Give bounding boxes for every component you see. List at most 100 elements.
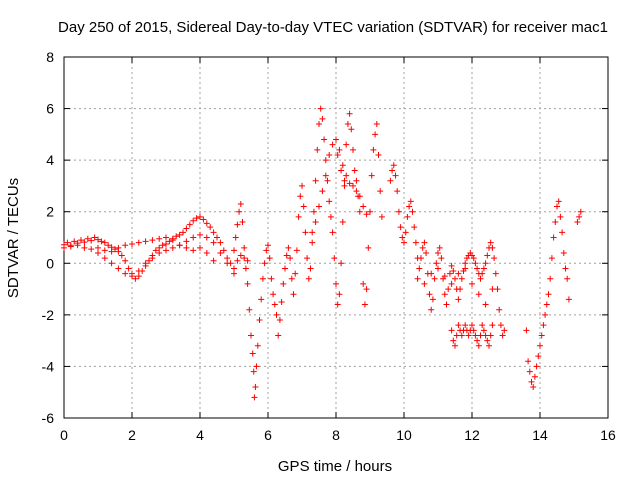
x-tick-label: 0	[60, 427, 68, 443]
data-point	[552, 219, 559, 226]
data-point	[543, 301, 550, 308]
data-point	[108, 248, 115, 255]
data-point	[326, 198, 333, 205]
data-point	[465, 332, 472, 339]
data-point	[217, 239, 224, 246]
data-point	[95, 236, 101, 243]
data-point	[81, 239, 88, 246]
data-point	[108, 260, 115, 267]
data-point	[210, 239, 217, 246]
data-point	[353, 188, 360, 195]
data-point	[322, 157, 329, 164]
data-point	[455, 270, 462, 277]
data-point	[574, 219, 581, 226]
data-point	[105, 242, 112, 249]
data-point	[344, 121, 351, 128]
data-point	[250, 368, 257, 375]
data-point	[562, 265, 569, 272]
data-point	[423, 249, 430, 256]
data-point	[336, 291, 343, 298]
data-point	[326, 151, 333, 158]
data-point	[135, 239, 142, 246]
data-point	[360, 203, 367, 210]
data-point	[321, 136, 328, 143]
data-point	[429, 296, 436, 303]
data-point	[390, 162, 397, 169]
data-point	[348, 126, 355, 133]
data-point	[333, 136, 339, 143]
data-point	[210, 229, 217, 236]
data-point	[169, 244, 176, 251]
data-point	[443, 301, 450, 308]
data-point	[74, 242, 81, 249]
data-point	[462, 322, 469, 329]
data-point	[538, 332, 545, 339]
data-point	[317, 105, 324, 112]
data-point	[329, 141, 336, 148]
data-point	[441, 273, 448, 280]
data-point	[402, 229, 409, 236]
data-point	[472, 332, 479, 339]
data-point	[242, 265, 249, 272]
data-point	[81, 244, 88, 251]
data-point	[293, 247, 300, 254]
data-point	[409, 208, 416, 215]
data-point	[122, 242, 129, 249]
data-point	[489, 322, 496, 329]
data-point	[489, 286, 496, 293]
data-point	[480, 327, 487, 334]
data-point	[256, 317, 263, 324]
data-point	[253, 363, 260, 370]
data-point	[71, 238, 78, 245]
data-point	[268, 275, 275, 282]
data-point	[399, 234, 406, 241]
data-point	[61, 244, 67, 251]
data-point	[433, 260, 440, 267]
data-point	[395, 208, 402, 215]
data-point	[125, 265, 132, 272]
data-point	[455, 322, 462, 329]
data-point	[501, 327, 508, 334]
data-point	[525, 358, 532, 365]
data-point	[156, 244, 163, 251]
data-point	[275, 332, 282, 339]
data-point	[426, 291, 433, 298]
data-point	[470, 327, 477, 334]
data-point	[378, 213, 385, 220]
data-points	[61, 105, 584, 401]
data-point	[472, 260, 479, 267]
data-point	[297, 193, 304, 200]
data-point	[445, 286, 452, 293]
data-point	[535, 353, 542, 360]
data-point	[273, 311, 280, 318]
data-point	[190, 217, 197, 224]
data-point	[404, 213, 411, 220]
data-point	[101, 255, 108, 262]
data-point	[183, 244, 190, 251]
data-point	[469, 280, 475, 287]
data-point	[356, 208, 363, 215]
data-point	[450, 268, 457, 275]
data-point	[530, 384, 537, 391]
data-point	[292, 270, 299, 277]
data-point	[469, 322, 475, 329]
data-point	[457, 286, 464, 293]
data-point	[401, 239, 407, 246]
data-point	[370, 146, 377, 153]
data-point	[477, 275, 484, 282]
data-point	[418, 255, 424, 262]
data-point	[455, 296, 462, 303]
data-point	[341, 182, 348, 189]
data-point	[494, 286, 501, 293]
data-point	[361, 301, 368, 308]
data-point	[548, 255, 555, 262]
data-point	[482, 301, 489, 308]
data-point	[479, 270, 486, 277]
data-point	[474, 265, 481, 272]
data-point	[365, 244, 372, 251]
data-point	[210, 257, 217, 264]
data-point	[64, 239, 71, 246]
data-point	[203, 234, 210, 241]
data-point	[132, 275, 139, 282]
data-point	[528, 378, 535, 385]
